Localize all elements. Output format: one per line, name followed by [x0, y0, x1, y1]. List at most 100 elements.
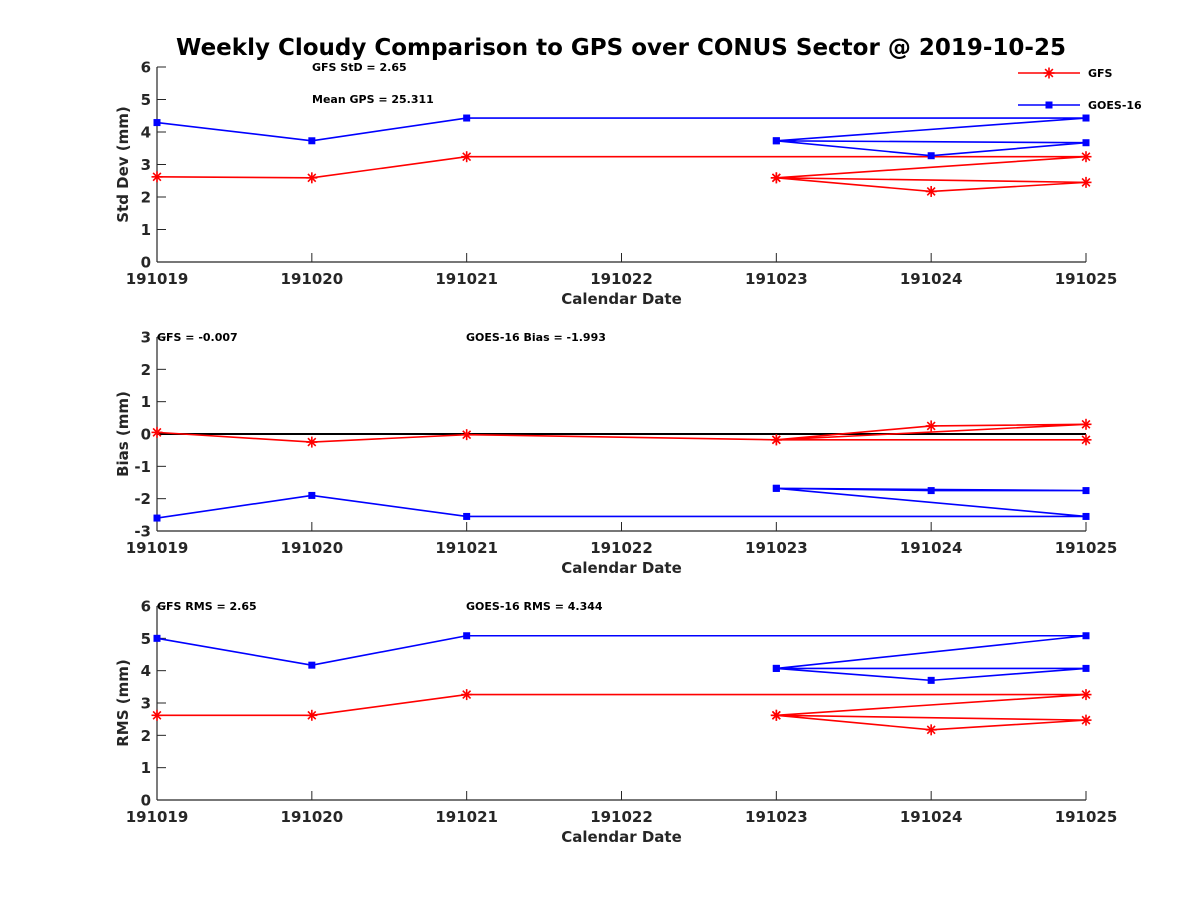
- data-point: [463, 114, 471, 122]
- x-tick-label: 191020: [281, 270, 344, 288]
- data-point: [306, 436, 318, 448]
- y-tick-label: 2: [141, 727, 151, 745]
- data-point: [463, 512, 471, 520]
- data-point: [308, 661, 316, 669]
- data-point: [927, 487, 935, 495]
- series-line: [156, 634, 1087, 682]
- x-tick-label: 191019: [126, 270, 189, 288]
- x-tick-label: 191021: [435, 539, 498, 557]
- data-point: [153, 119, 161, 127]
- x-tick-label: 191024: [900, 539, 963, 557]
- y-tick-label: 2: [141, 361, 151, 379]
- y-tick-label: 1: [141, 221, 151, 239]
- series-line: [156, 117, 1087, 157]
- x-tick-label: 191021: [435, 808, 498, 826]
- x-tick-label: 191025: [1055, 270, 1118, 288]
- x-tick-label: 191022: [590, 270, 653, 288]
- data-point: [927, 152, 935, 160]
- data-point: [1082, 632, 1090, 640]
- y-tick-label: 3: [141, 156, 151, 174]
- series-gfs: [151, 418, 1092, 448]
- x-tick-label: 191019: [126, 808, 189, 826]
- data-point: [306, 709, 318, 721]
- y-tick-label: 6: [141, 59, 151, 77]
- data-point: [1082, 114, 1090, 122]
- legend-gfs-marker: [1043, 67, 1055, 79]
- x-tick-label: 191020: [281, 808, 344, 826]
- data-point: [1080, 418, 1092, 430]
- y-tick-label: 1: [141, 759, 151, 777]
- y-tick-label: 5: [141, 630, 151, 648]
- y-axis-label: Bias (mm): [114, 391, 132, 477]
- y-tick-label: -3: [134, 523, 151, 541]
- series-line: [156, 423, 1087, 443]
- y-axis-label: RMS (mm): [114, 659, 132, 746]
- data-point: [1082, 139, 1090, 147]
- panel-2: -3 -2 -1 0 1 2 3 191019 191020 191021 191022 191023…: [114, 329, 1117, 578]
- data-point: [151, 171, 163, 183]
- data-point: [461, 689, 473, 701]
- data-point: [1082, 512, 1090, 520]
- y-tick-label: -1: [134, 458, 151, 476]
- series-goes-16: [153, 114, 1090, 160]
- x-tick-label: 191025: [1055, 539, 1118, 557]
- data-point: [1082, 664, 1090, 672]
- panel-3: 0 1 2 3 4 5 6 191019 191020 191021 191022 191023 191…: [114, 598, 1117, 847]
- data-point: [306, 172, 318, 184]
- y-tick-label: 0: [141, 254, 151, 272]
- annotation: GFS = -0.007: [157, 331, 238, 344]
- x-tick-label: 191023: [745, 808, 808, 826]
- annotation: Mean GPS = 25.311: [312, 93, 434, 106]
- legend-gfs-label: GFS: [1088, 67, 1113, 80]
- data-point: [308, 491, 316, 499]
- x-axis-label: Calendar Date: [561, 559, 682, 577]
- data-point: [1080, 689, 1092, 701]
- data-point: [925, 185, 937, 197]
- y-tick-label: 2: [141, 189, 151, 207]
- series-goes-16: [153, 484, 1090, 522]
- data-point: [770, 172, 782, 184]
- series-gfs: [151, 151, 1092, 197]
- y-tick-label: 3: [141, 329, 151, 347]
- data-point: [925, 420, 937, 432]
- y-tick-label: 0: [141, 792, 151, 810]
- x-tick-label: 191022: [590, 808, 653, 826]
- data-point: [463, 632, 471, 640]
- x-tick-label: 191021: [435, 270, 498, 288]
- y-axis-label: Std Dev (mm): [114, 106, 132, 223]
- legend-goes16-marker: [1045, 101, 1053, 109]
- data-point: [927, 676, 935, 684]
- legend-goes16-square: [1045, 101, 1053, 109]
- series-gfs: [151, 689, 1092, 736]
- data-point: [151, 709, 163, 721]
- data-point: [1080, 434, 1092, 446]
- x-tick-label: 191020: [281, 539, 344, 557]
- legend: GFS GOES-16: [1018, 67, 1142, 112]
- data-point: [925, 724, 937, 736]
- panel-1: 0 1 2 3 4 5 6 191019 191020 191021 191022 191023 191…: [114, 59, 1117, 309]
- x-tick-label: 191024: [900, 808, 963, 826]
- annotation: GFS StD = 2.65: [312, 61, 407, 74]
- data-point: [770, 709, 782, 721]
- data-point: [1080, 151, 1092, 163]
- annotation: GFS RMS = 2.65: [157, 600, 257, 613]
- data-point: [1080, 176, 1092, 188]
- data-point: [772, 137, 780, 145]
- x-tick-label: 191024: [900, 270, 963, 288]
- series-line: [157, 693, 1087, 731]
- figure-title: Weekly Cloudy Comparison to GPS over CON…: [176, 35, 1066, 61]
- series-goes-16: [153, 632, 1090, 684]
- x-tick-label: 191019: [126, 539, 189, 557]
- series-line: [156, 155, 1087, 193]
- data-point: [151, 426, 163, 438]
- data-point: [772, 664, 780, 672]
- data-point: [772, 484, 780, 492]
- series-line: [156, 487, 1087, 519]
- data-point: [461, 151, 473, 163]
- y-tick-label: 1: [141, 393, 151, 411]
- annotation: GOES-16 Bias = -1.993: [466, 331, 606, 344]
- y-tick-label: 4: [141, 124, 151, 142]
- data-point: [1080, 714, 1092, 726]
- legend-goes16-label: GOES-16: [1088, 99, 1142, 112]
